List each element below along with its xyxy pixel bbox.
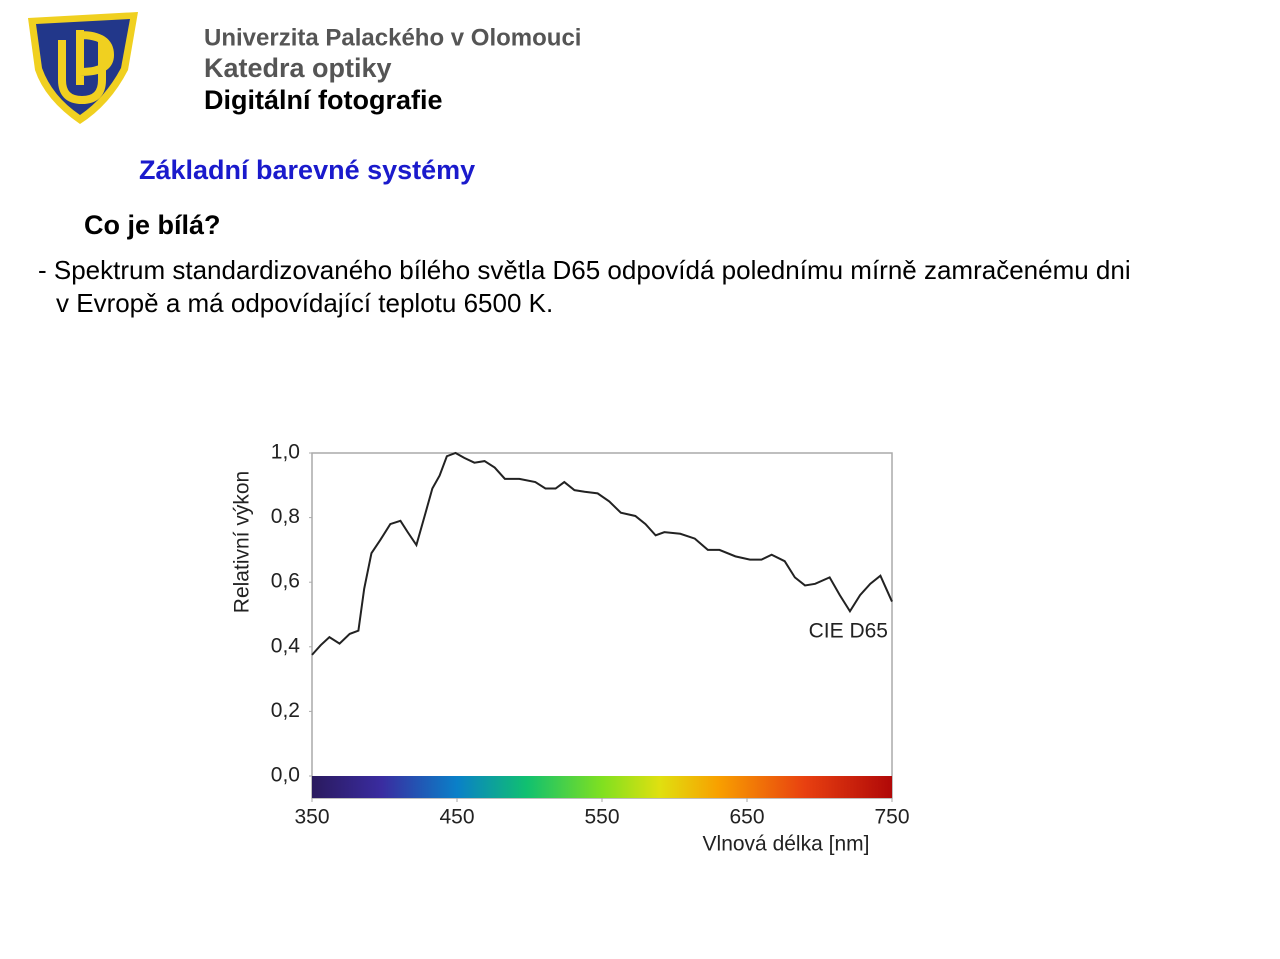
department: Katedra optiky bbox=[204, 53, 392, 83]
x-tick-label: 750 bbox=[874, 806, 909, 829]
y-axis-label: Relativní výkon bbox=[231, 471, 254, 613]
x-tick-label: 450 bbox=[439, 806, 474, 829]
x-tick-label: 350 bbox=[294, 806, 329, 829]
y-tick-label: 1,0 bbox=[271, 441, 300, 464]
series-label: CIE D65 bbox=[809, 620, 888, 643]
paragraph-line: - Spektrum standardizovaného bílého svět… bbox=[38, 255, 1131, 285]
spectrum-line bbox=[311, 451, 893, 656]
y-tick-label: 0,6 bbox=[271, 570, 300, 593]
x-axis-label: Vlnová délka [nm] bbox=[703, 833, 870, 856]
course: Digitální fotografie bbox=[204, 85, 443, 115]
y-tick-label: 0,4 bbox=[271, 634, 301, 657]
section-title: Základní barevné systémy bbox=[139, 155, 475, 185]
plot-frame bbox=[311, 452, 893, 799]
paragraph-line: v Evropě a má odpovídající teplotu 6500 … bbox=[56, 288, 553, 318]
spectrum-bar bbox=[312, 776, 892, 798]
university: Univerzita Palackého v Olomouci bbox=[204, 24, 581, 51]
logo bbox=[28, 12, 138, 124]
chart: Vlnová délka [nm] Relativní výkon 0,0 0,2… bbox=[231, 441, 910, 856]
question: Co je bílá? bbox=[84, 210, 221, 240]
x-tick-label: 650 bbox=[729, 806, 764, 829]
y-tick-label: 0,8 bbox=[271, 505, 300, 528]
y-tick-label: 0,2 bbox=[271, 699, 300, 722]
y-tick-label: 0,0 bbox=[271, 764, 300, 787]
x-tick-label: 550 bbox=[584, 806, 619, 829]
